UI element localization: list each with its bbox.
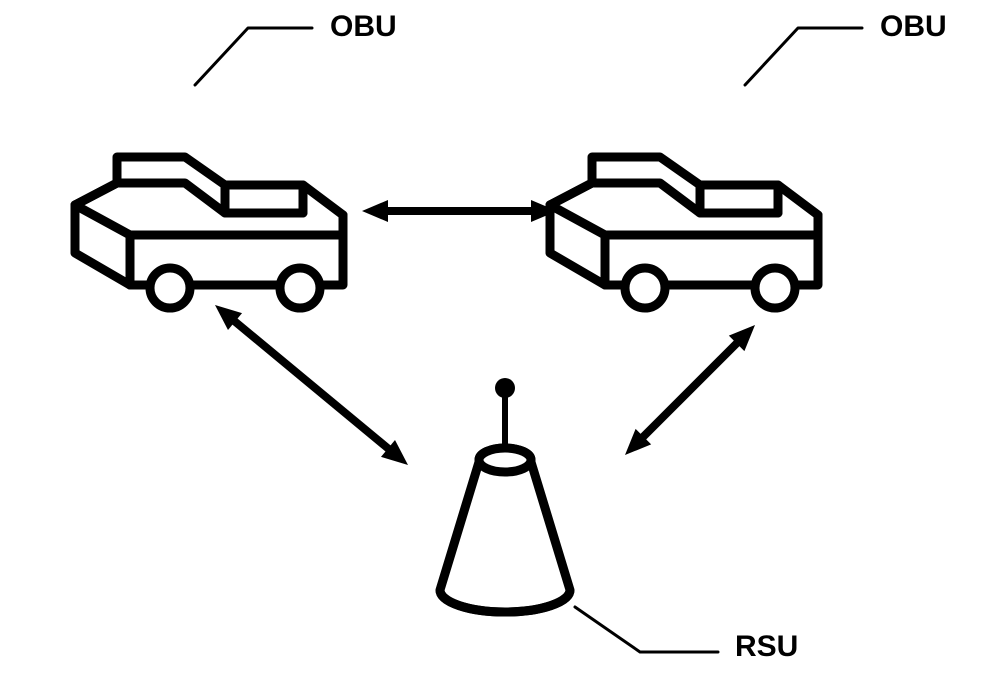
diagram-stage: OBU OBU RSU (0, 0, 1000, 699)
obu-left-label: OBU (330, 10, 397, 44)
obu-right-label: OBU (880, 10, 947, 44)
diagram-svg (0, 0, 1000, 699)
rsu-label: RSU (735, 630, 798, 664)
